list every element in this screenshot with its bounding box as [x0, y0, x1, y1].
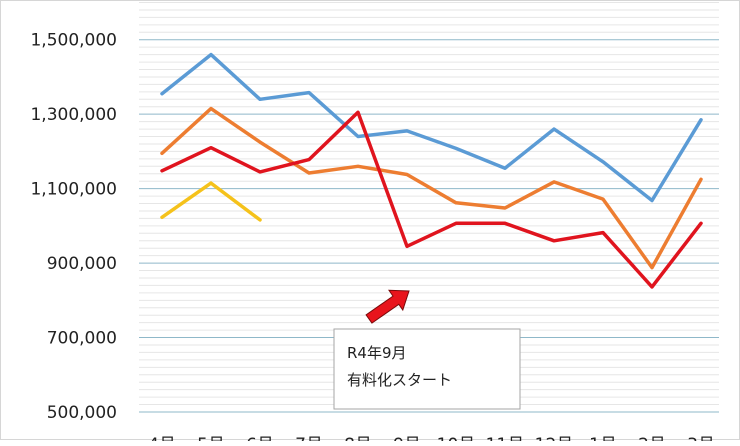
annotation-line-1: R4年9月 [347, 344, 407, 362]
series-line-3 [160, 110, 703, 289]
x-tick-label: 12月 [535, 435, 574, 441]
annotation: R4年9月 有料化スタート [333, 289, 521, 410]
x-tick-label: 1月 [589, 435, 617, 441]
y-tick-label: 700,000 [47, 329, 117, 349]
series-line-2 [160, 106, 703, 270]
annotation-line-2: 有料化スタート [347, 371, 452, 389]
x-tick-label: 4月 [148, 435, 176, 441]
x-tick-label: 9月 [393, 435, 421, 441]
y-axis: 500,000 700,000 900,000 1,100,000 1,300,000 1… [30, 31, 117, 423]
series-line-4 [160, 181, 262, 222]
x-tick-label: 8月 [344, 435, 372, 441]
x-tick-label: 10月 [437, 435, 476, 441]
y-tick-label: 1,500,000 [30, 31, 117, 51]
y-tick-label: 500,000 [47, 403, 117, 423]
series-group [160, 52, 703, 289]
annotation-box [333, 328, 521, 410]
y-tick-label: 1,100,000 [30, 180, 117, 200]
x-tick-label: 7月 [295, 435, 323, 441]
y-tick-label: 1,300,000 [30, 105, 117, 125]
x-tick-label: 5月 [197, 435, 225, 441]
x-tick-label: 6月 [246, 435, 274, 441]
x-tick-label: 11月 [486, 435, 525, 441]
x-axis: 4月 5月 6月 7月 8月 9月 10月 11月 12月 1月 2月 3月 [148, 435, 715, 446]
series-line-1 [160, 52, 703, 203]
y-tick-label: 900,000 [47, 254, 117, 274]
x-tick-label: 2月 [638, 435, 666, 441]
arrow-icon [365, 289, 410, 324]
x-tick-label: 3月 [687, 435, 715, 441]
